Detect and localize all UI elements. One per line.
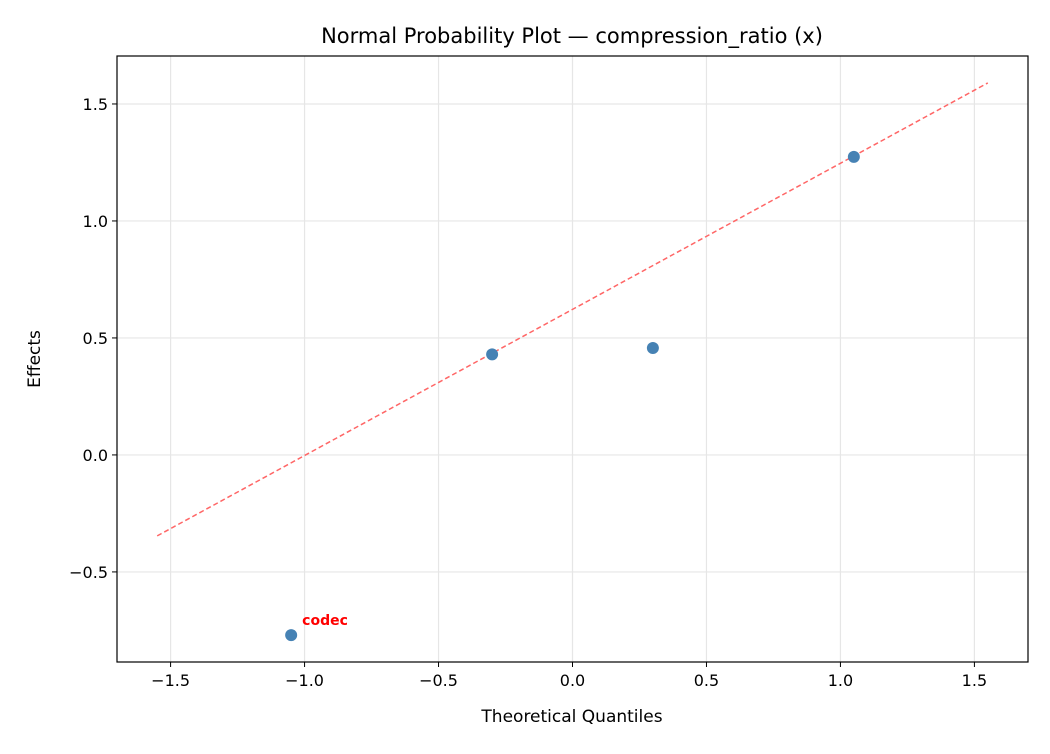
x-tick-label: 1.5	[962, 671, 987, 690]
x-tick-label: −0.5	[419, 671, 458, 690]
x-tick-label: 0.5	[694, 671, 719, 690]
y-tick-label: 0.5	[83, 329, 108, 348]
y-tick-label: −0.5	[69, 563, 108, 582]
chart-title: Normal Probability Plot — compression_ra…	[321, 24, 823, 49]
data-point	[847, 150, 860, 163]
x-tick-label: −1.0	[285, 671, 324, 690]
data-point	[646, 342, 659, 355]
data-point	[285, 629, 298, 642]
point-annotation: codec	[302, 613, 348, 629]
y-tick-label: 0.0	[83, 446, 108, 465]
points-group: codec	[285, 150, 860, 642]
x-tick-label: 0.0	[560, 671, 585, 690]
grid	[117, 56, 1028, 662]
y-tick-label: 1.5	[83, 95, 108, 114]
x-axis-ticks: −1.5 −1.0 −0.5 0.0 0.5 1.0 1.5	[151, 662, 987, 690]
x-tick-label: 1.0	[828, 671, 853, 690]
x-tick-label: −1.5	[151, 671, 190, 690]
y-axis-label: Effects	[25, 330, 45, 388]
y-axis-ticks: −0.5 0.0 0.5 1.0 1.5	[69, 95, 117, 582]
y-tick-label: 1.0	[83, 212, 108, 231]
data-point	[486, 348, 499, 361]
x-axis-label: Theoretical Quantiles	[480, 707, 662, 727]
